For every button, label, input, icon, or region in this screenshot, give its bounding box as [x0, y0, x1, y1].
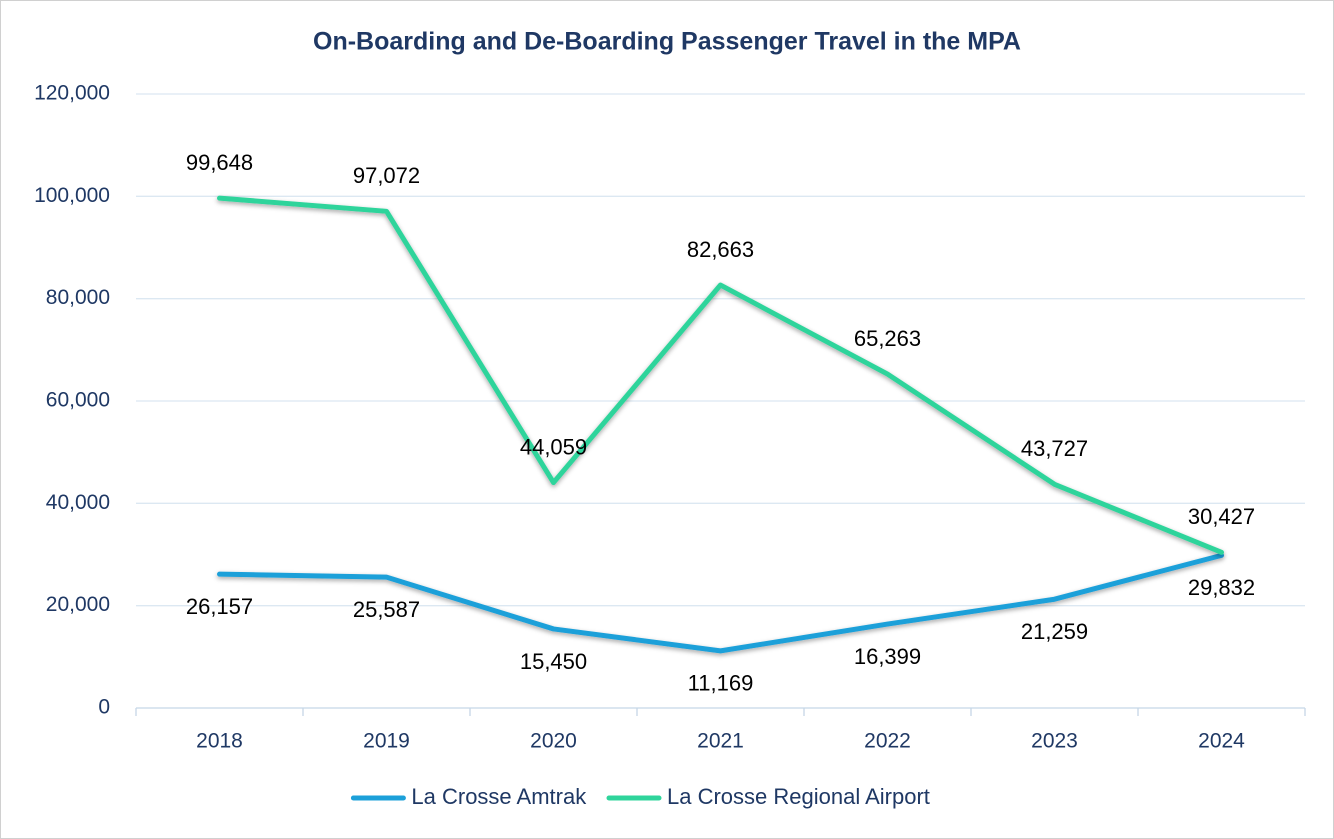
data-label: 26,157 — [186, 594, 253, 619]
data-label: 25,587 — [353, 597, 420, 622]
data-label: 15,450 — [520, 649, 587, 674]
data-label: 65,263 — [854, 326, 921, 351]
data-label: 11,169 — [688, 671, 754, 696]
x-tick-label: 2023 — [1031, 730, 1078, 753]
legend-label: La Crosse Regional Airport — [667, 784, 930, 809]
y-tick-label: 80,000 — [46, 286, 110, 309]
x-tick-label: 2020 — [530, 730, 577, 753]
x-tick-label: 2022 — [864, 730, 911, 753]
data-label: 30,427 — [1188, 504, 1255, 529]
series-line — [217, 195, 1224, 555]
y-tick-label: 120,000 — [34, 82, 110, 105]
x-tick-label: 2019 — [363, 730, 410, 753]
x-tick-label: 2021 — [697, 730, 744, 753]
x-tick-label: 2024 — [1198, 730, 1245, 753]
data-label: 43,727 — [1021, 436, 1088, 461]
data-label: 21,259 — [1021, 619, 1088, 644]
data-label: 16,399 — [854, 644, 921, 669]
legend-label: La Crosse Amtrak — [411, 784, 587, 809]
y-tick-label: 60,000 — [46, 389, 110, 412]
data-label: 82,663 — [687, 237, 754, 262]
y-tick-label: 0 — [98, 696, 110, 719]
data-label: 29,832 — [1188, 575, 1255, 600]
data-label: 97,072 — [353, 163, 420, 188]
y-tick-label: 40,000 — [46, 491, 110, 514]
y-tick-label: 100,000 — [34, 184, 110, 207]
y-tick-label: 20,000 — [46, 593, 110, 616]
data-label: 99,648 — [186, 150, 253, 175]
chart-title: On-Boarding and De-Boarding Passenger Tr… — [313, 28, 1021, 56]
data-label: 44,059 — [520, 434, 587, 459]
x-tick-label: 2018 — [196, 730, 243, 753]
series-line — [217, 552, 1224, 654]
